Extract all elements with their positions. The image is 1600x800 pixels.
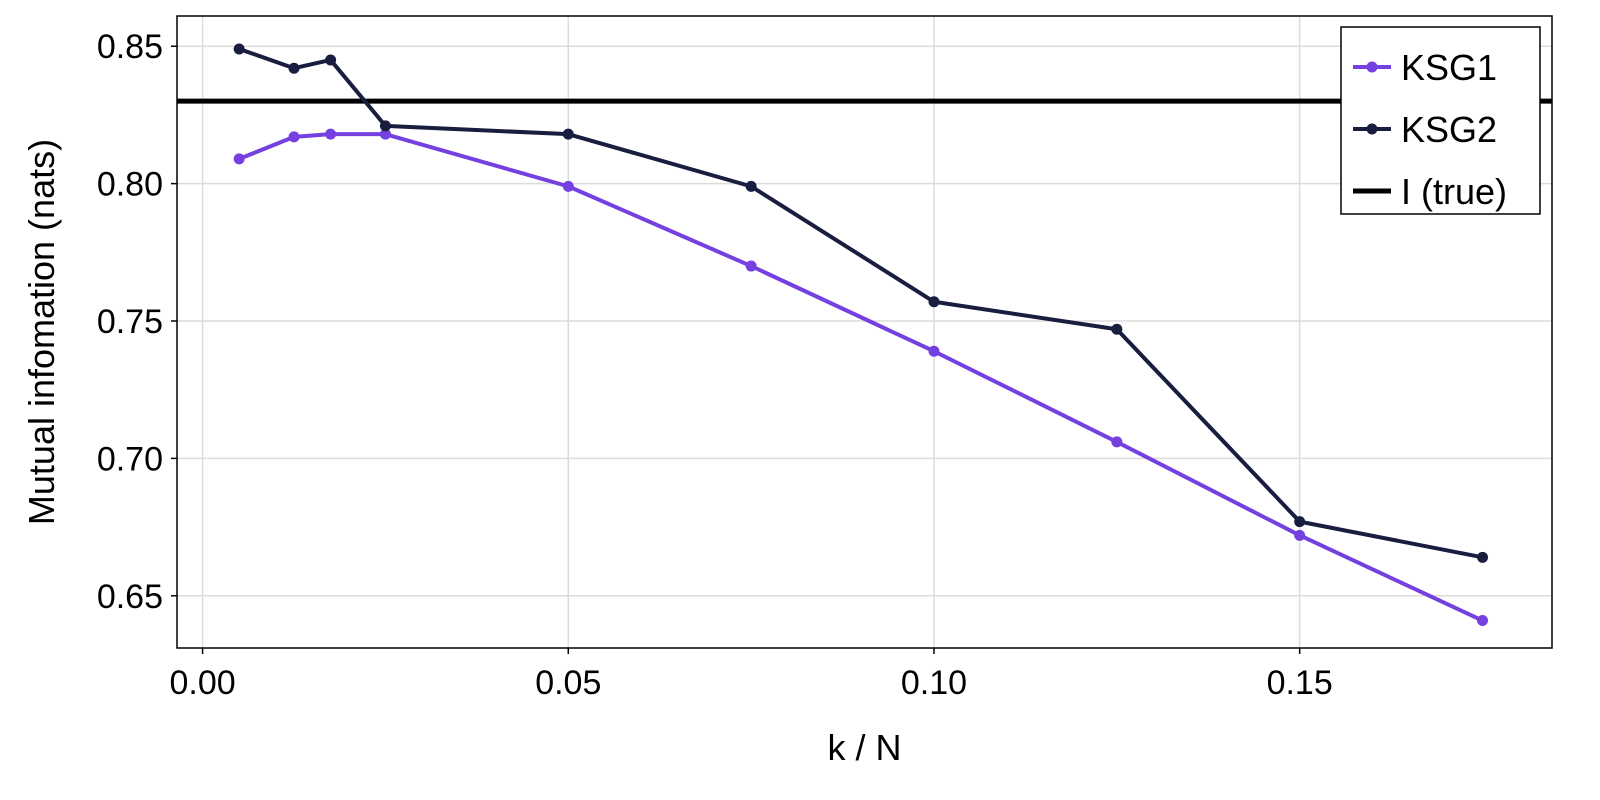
data-point: [1477, 551, 1489, 563]
data-point: [562, 180, 574, 192]
series-layer: [233, 43, 1489, 627]
x-tick-label: 0.00: [170, 664, 236, 702]
series-line: [238, 132, 1484, 623]
data-point: [233, 43, 245, 55]
legend: KSG1 KSG2 I (true): [1340, 26, 1541, 215]
data-point: [1111, 436, 1123, 448]
x-tick-label: 0.10: [901, 664, 967, 702]
series-line: [238, 47, 1483, 560]
legend-item: I (true): [1353, 171, 1507, 212]
data-point: [928, 345, 940, 357]
data-point: [325, 54, 337, 66]
legend-item: KSG2: [1353, 109, 1497, 150]
data-point: [1294, 516, 1306, 528]
legend-marker: [1366, 61, 1378, 73]
data-point: [288, 131, 300, 143]
data-point: [1477, 615, 1489, 627]
legend-item: KSG1: [1353, 47, 1497, 88]
x-tick-label: 0.05: [535, 664, 601, 702]
data-point: [745, 260, 757, 272]
data-point: [745, 180, 757, 192]
legend-marker: [1366, 123, 1378, 135]
y-tick-label: 0.75: [97, 303, 163, 341]
data-point: [233, 153, 245, 165]
y-tick-label: 0.65: [97, 578, 163, 616]
data-point: [1294, 529, 1306, 541]
y-axis-ticks: 0.65 0.70 0.75 0.80 0.85: [97, 28, 177, 616]
data-point: [928, 296, 940, 308]
y-tick-label: 0.85: [97, 28, 163, 66]
data-point: [379, 120, 391, 132]
y-axis-label: Mutual infomation (nats): [21, 139, 62, 525]
data-point: [288, 62, 300, 74]
legend-label: KSG2: [1401, 109, 1497, 150]
legend-box: [1340, 26, 1541, 215]
legend-label: KSG1: [1401, 47, 1497, 88]
legend-label: I (true): [1401, 171, 1507, 212]
data-point: [379, 128, 391, 140]
y-tick-label: 0.70: [97, 440, 163, 478]
data-point: [562, 128, 574, 140]
plot-frame: [176, 15, 1553, 649]
y-tick-label: 0.80: [97, 166, 163, 204]
data-point: [325, 128, 337, 140]
x-tick-label: 0.15: [1267, 664, 1333, 702]
series-ksg1: [233, 128, 1489, 627]
data-point: [1111, 323, 1123, 335]
x-axis-ticks: 0.00 0.05 0.10 0.15: [170, 648, 1333, 702]
series-ksg2: [233, 43, 1489, 563]
x-axis-label: k / N: [827, 727, 901, 768]
